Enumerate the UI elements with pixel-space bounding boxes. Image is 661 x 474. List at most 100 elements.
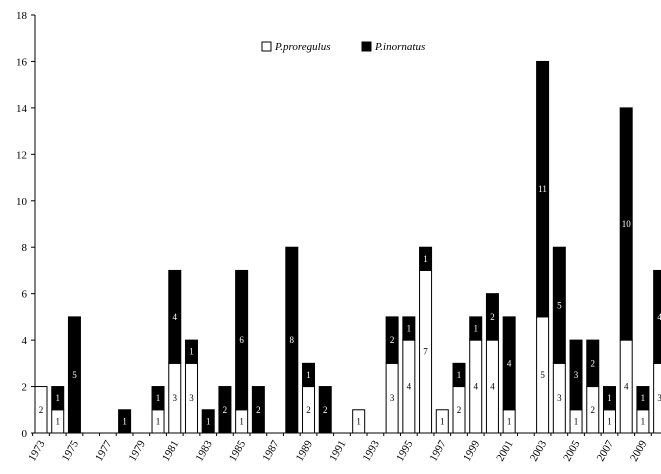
x-tick-label: 1991 (327, 439, 348, 464)
bar-segment (352, 409, 366, 434)
data-label: 1 (55, 416, 60, 426)
bar-segment (51, 386, 65, 411)
bar-segment (67, 316, 81, 434)
data-label: 1 (122, 416, 127, 426)
data-label: 4 (473, 382, 478, 392)
data-label: 1 (607, 393, 612, 403)
data-label: 5 (72, 370, 77, 380)
data-label: 1 (473, 324, 478, 334)
data-label: 3 (574, 370, 579, 380)
y-tick-label: 0 (22, 428, 28, 440)
legend: P.proregulus P.inornatus (261, 41, 425, 53)
y-tick-label: 2 (22, 382, 28, 394)
data-label: 1 (55, 393, 60, 403)
bar-segment (586, 339, 600, 388)
bar-segment (653, 269, 661, 364)
x-tick-label: 1999 (461, 438, 483, 463)
x-tick-label: 2009 (628, 438, 650, 463)
bar-segment (218, 386, 232, 434)
x-tick-label: 1977 (93, 438, 115, 463)
bar-segment (402, 316, 416, 341)
bar-segment (34, 386, 48, 434)
y-tick-label: 18 (16, 10, 28, 22)
x-tick-label: 1975 (60, 438, 82, 463)
y-tick-label: 10 (16, 196, 28, 208)
data-label: 1 (306, 370, 311, 380)
legend-swatch (261, 41, 272, 52)
y-tick-label: 12 (16, 149, 27, 161)
data-label: 1 (423, 254, 428, 264)
x-tick-label: 1987 (260, 438, 282, 463)
bar-segment (552, 246, 566, 364)
data-label: 4 (490, 382, 495, 392)
y-tick-label: 4 (22, 335, 28, 347)
data-label: 2 (323, 405, 328, 415)
x-tick-label: 1983 (193, 438, 215, 463)
y-tick-label: 14 (16, 103, 28, 115)
data-label: 2 (591, 405, 596, 415)
data-label: 2 (591, 358, 596, 368)
bar-segment (168, 269, 182, 364)
bar-segment (184, 339, 198, 364)
x-tick-label: 1997 (427, 438, 449, 463)
bar-segment (536, 60, 550, 318)
y-tick-label: 6 (22, 289, 28, 301)
bar-segment (118, 409, 132, 434)
data-label: 1 (239, 416, 244, 426)
bar-segment (201, 409, 215, 434)
bar-segment (619, 107, 633, 341)
x-tick-label: 1973 (26, 438, 48, 463)
x-tick-label: 1981 (160, 439, 181, 464)
x-tick-label: 1979 (127, 438, 149, 463)
data-label: 3 (557, 393, 562, 403)
x-tick-label: 2001 (494, 439, 515, 464)
data-label: 1 (156, 416, 161, 426)
data-label: 1 (440, 416, 445, 426)
data-label: 1 (407, 324, 412, 334)
x-tick-label: 1993 (361, 438, 383, 463)
data-label: 1 (641, 416, 646, 426)
bar-segment (151, 386, 165, 411)
x-tick-label: 2003 (528, 438, 550, 463)
bar-segment (602, 386, 616, 411)
bar-segment (251, 386, 265, 434)
data-label: 1 (574, 416, 579, 426)
data-label: 4 (407, 382, 412, 392)
x-tick-label: 1995 (394, 438, 416, 463)
data-label: 8 (290, 335, 295, 345)
data-label: 2 (390, 335, 395, 345)
bar-segment (485, 293, 499, 341)
data-label: 1 (507, 416, 512, 426)
data-label: 2 (223, 405, 228, 415)
bar-segment (302, 362, 316, 388)
legend-swatch (361, 41, 372, 52)
data-label: 3 (390, 393, 395, 403)
data-label: 1 (189, 347, 194, 357)
data-label: 7 (423, 347, 428, 357)
y-tick-label: 16 (16, 56, 28, 68)
data-label: 1 (457, 370, 462, 380)
bar-segment (235, 269, 249, 411)
data-label: 4 (657, 312, 661, 322)
bar-segment (385, 316, 399, 364)
data-label: 11 (538, 184, 547, 194)
data-label: 5 (540, 370, 545, 380)
x-tick-label: 2007 (595, 438, 617, 463)
data-label: 3 (657, 393, 661, 403)
y-tick-label: 8 (22, 242, 28, 254)
data-label: 6 (239, 335, 244, 345)
legend-label: P.inornatus (374, 41, 425, 53)
x-tick-label: 2005 (561, 438, 583, 463)
data-label: 3 (173, 393, 178, 403)
data-label: 1 (206, 416, 211, 426)
x-tick-label: 1985 (227, 438, 249, 463)
bar-segment (569, 339, 583, 411)
data-label: 2 (457, 405, 462, 415)
bar-segment (452, 362, 466, 388)
bar-segment (435, 409, 449, 434)
data-label: 2 (256, 405, 261, 415)
data-label: 1 (607, 416, 612, 426)
data-label: 2 (306, 405, 311, 415)
data-label: 3 (189, 393, 194, 403)
